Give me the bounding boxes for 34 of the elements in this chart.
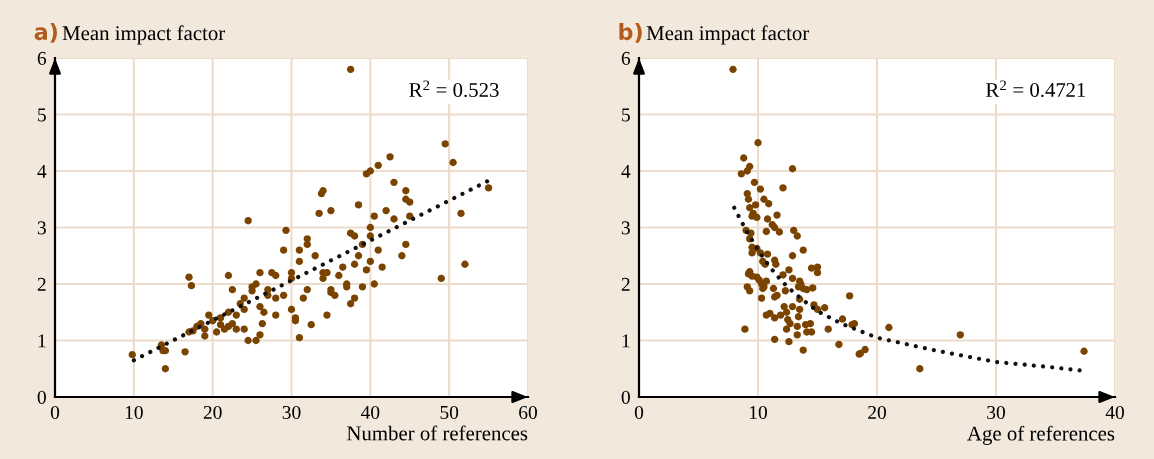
y-axis-title: Mean impact factor — [646, 25, 810, 45]
x-axis-title: Age of references — [967, 425, 1115, 445]
x-tick-label: 20 — [203, 405, 222, 420]
x-tick-label: 40 — [360, 405, 380, 420]
y-tick-label: 4 — [37, 164, 47, 178]
text: a) — [34, 22, 57, 43]
y-tick-label: 0 — [621, 390, 630, 404]
y-tick-label: 3 — [37, 221, 46, 235]
x-tick-label: 30 — [987, 405, 1005, 420]
x-tick-label: 10 — [125, 405, 143, 420]
x-axis-title: Number of references — [346, 425, 528, 441]
y-tick-label: 3 — [621, 221, 630, 235]
x-tick-label: 40 — [1105, 405, 1124, 420]
annotation: R$^{2}$ = 0.4721 — [986, 80, 1086, 98]
y-tick-label: 5 — [622, 108, 630, 122]
x-tick-label: 60 — [519, 405, 537, 420]
y-tick-label: 4 — [621, 164, 631, 178]
y-tick-label: 5 — [38, 108, 46, 122]
y-tick-label: 2 — [37, 277, 46, 291]
annotation: R$^{2}$ = 0.523 — [409, 80, 499, 98]
x-tick-label: 10 — [749, 405, 767, 420]
x-tick-label: 0 — [634, 405, 644, 420]
y-tick-label: 1 — [622, 334, 630, 348]
x-tick-label: 50 — [440, 405, 459, 420]
text: b) — [619, 22, 642, 43]
y-tick-label: 6 — [621, 51, 631, 65]
x-tick-label: 0 — [50, 405, 60, 420]
y-tick-label: 0 — [37, 390, 46, 404]
y-tick-label: 1 — [38, 334, 46, 348]
y-axis-title: Mean impact factor — [62, 25, 226, 45]
x-tick-label: 30 — [282, 405, 301, 420]
y-tick-label: 6 — [37, 51, 47, 65]
x-tick-label: 20 — [868, 405, 886, 420]
y-tick-label: 2 — [621, 277, 630, 291]
